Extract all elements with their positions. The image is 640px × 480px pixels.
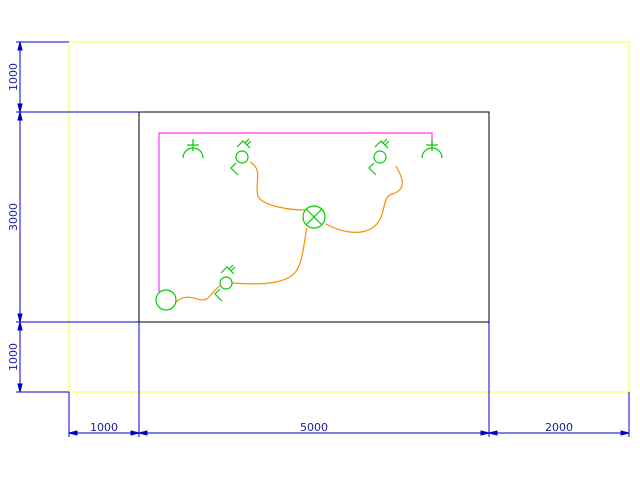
- dim-bottom-mid: 5000: [300, 421, 328, 434]
- dim-bottom-left: 1000: [90, 421, 118, 434]
- outer-boundary: [68, 41, 630, 393]
- dim-left-top: 1000: [7, 63, 20, 91]
- bottom-dimension-line: [68, 430, 630, 436]
- left-extension-lines: [16, 41, 139, 393]
- dim-bottom-right: 2000: [545, 421, 573, 434]
- circle-fixture-icon: [155, 289, 177, 311]
- lighting-wiring: [175, 161, 403, 303]
- socket-circuit-line: [158, 132, 433, 292]
- ceiling-light-icon: [302, 205, 326, 229]
- room-wall: [138, 111, 490, 323]
- switch-icon: [368, 138, 390, 176]
- switch-icon: [214, 264, 236, 302]
- dim-left-mid: 3000: [7, 203, 20, 231]
- socket-icon: [421, 139, 443, 159]
- socket-icon: [182, 139, 204, 159]
- bottom-extension-lines: [68, 322, 630, 437]
- dim-left-bottom: 1000: [7, 343, 20, 371]
- left-dimension-line: [17, 41, 23, 393]
- switch-icon: [230, 138, 252, 176]
